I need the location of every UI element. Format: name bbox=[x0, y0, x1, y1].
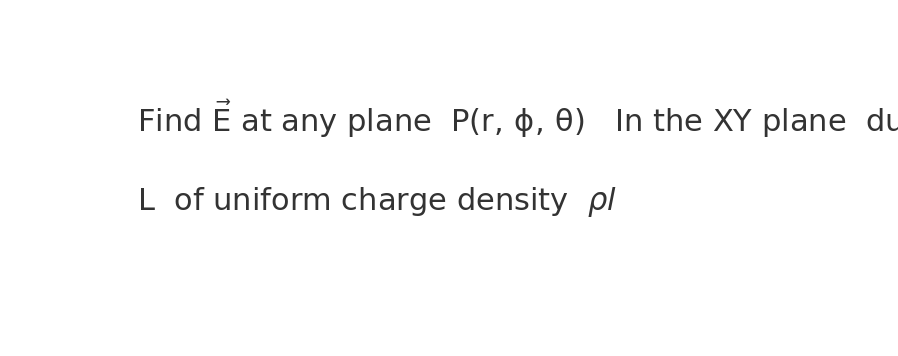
Text: L  of uniform charge density  $\rho l$: L of uniform charge density $\rho l$ bbox=[136, 185, 617, 219]
Text: Find $\vec{\mathrm{E}}$ at any plane  $\mathrm{P(r,\,\phi,\,\theta)}$   In the X: Find $\vec{\mathrm{E}}$ at any plane $\m… bbox=[136, 99, 898, 141]
